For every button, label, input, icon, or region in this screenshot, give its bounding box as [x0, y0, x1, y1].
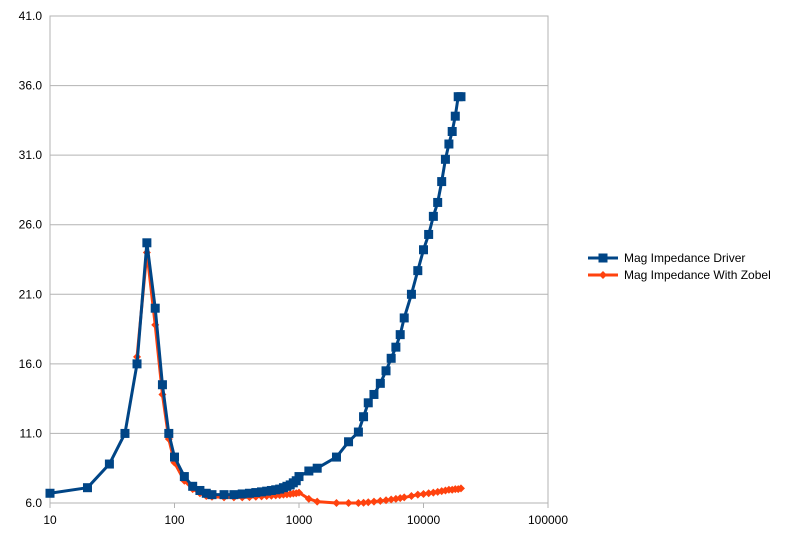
driver-point [262, 486, 272, 496]
zobel-point [332, 499, 341, 507]
driver-point [251, 488, 261, 498]
driver-point [406, 289, 416, 299]
x-tick-label: 10000 [407, 513, 441, 527]
y-tick-label: 31.0 [19, 148, 43, 162]
driver-point [237, 489, 247, 499]
y-tick-label: 36.0 [19, 79, 43, 93]
series-layer [45, 92, 466, 507]
zobel-point [369, 497, 378, 506]
x-tick-label: 100000 [528, 513, 568, 527]
driver-point [386, 353, 396, 363]
driver-point [82, 483, 92, 493]
y-tick-label: 6.0 [25, 496, 42, 510]
driver-point [170, 452, 179, 462]
zobel-point [364, 498, 373, 507]
driver-point [424, 229, 434, 239]
driver-point [179, 472, 189, 482]
driver-point [444, 139, 454, 149]
legend-swatch-marker [598, 253, 608, 263]
driver-point [419, 245, 428, 255]
y-tick-label: 26.0 [19, 218, 43, 232]
zobel-point [419, 489, 428, 498]
zobel-point [424, 489, 433, 498]
zobel-point [313, 497, 322, 506]
driver-point [45, 488, 55, 498]
zobel-point [344, 499, 353, 507]
zobel-point [407, 492, 416, 501]
driver-point [294, 472, 304, 482]
zobel-point [354, 499, 363, 507]
driver-point [207, 490, 217, 500]
x-axis-tick-labels: 10 100 1000 10000 100000 [43, 503, 568, 527]
driver-point [437, 177, 447, 187]
driver-point [375, 378, 385, 388]
driver-point [363, 398, 373, 408]
driver-point [142, 238, 152, 248]
driver-point [304, 466, 314, 476]
zobel-point [456, 484, 465, 493]
driver-point [120, 428, 130, 438]
driver-point [440, 154, 450, 164]
zobel-point [382, 496, 391, 505]
driver-point [257, 487, 267, 497]
zobel-point [376, 496, 385, 505]
driver-point [353, 427, 363, 437]
x-tick-label: 10 [43, 513, 57, 527]
driver-point [447, 126, 457, 136]
driver-point [399, 313, 409, 323]
driver-point [359, 412, 369, 422]
driver-point [391, 342, 401, 352]
x-tick-label: 1000 [286, 513, 313, 527]
zobel-point [304, 494, 313, 503]
legend-label-driver: Mag Impedance Driver [624, 251, 745, 265]
legend-swatch-marker [599, 271, 607, 279]
y-axis-tick-labels: 6.0 11.0 16.0 21.0 26.0 31.0 36.0 41.0 [19, 9, 43, 510]
driver-point [433, 197, 443, 207]
legend-label-zobel: Mag Impedance With Zobel [624, 268, 771, 282]
y-tick-label: 41.0 [19, 9, 43, 23]
driver-point [157, 380, 167, 390]
driver-point [344, 437, 354, 447]
y-tick-label: 16.0 [19, 357, 43, 371]
driver-point [132, 359, 142, 369]
driver-point [395, 330, 405, 340]
driver-point [195, 485, 205, 495]
driver-point [331, 452, 341, 462]
driver-point [381, 366, 391, 376]
y-tick-label: 21.0 [19, 287, 43, 301]
driver-point [450, 111, 460, 121]
driver-point [244, 488, 254, 498]
y-tick-label: 11.0 [20, 426, 43, 440]
driver-point [104, 459, 114, 469]
driver-point [219, 490, 229, 500]
driver-point [201, 488, 211, 498]
legend: Mag Impedance Driver Mag Impedance With Z… [588, 251, 771, 282]
driver-point [428, 211, 438, 221]
driver-point [312, 463, 322, 473]
series-driver [45, 92, 466, 500]
zobel-point [295, 488, 303, 497]
zobel-point [400, 493, 409, 502]
driver-point [369, 389, 379, 399]
zobel-point [413, 490, 422, 499]
driver-point [413, 266, 423, 276]
driver-point [164, 428, 174, 438]
driver-point [150, 303, 160, 313]
driver-point [229, 490, 239, 500]
driver-point [456, 92, 466, 102]
x-tick-label: 100 [164, 513, 184, 527]
zobel-point [359, 498, 368, 507]
zobel-point [387, 495, 396, 504]
driver-point [188, 481, 198, 491]
